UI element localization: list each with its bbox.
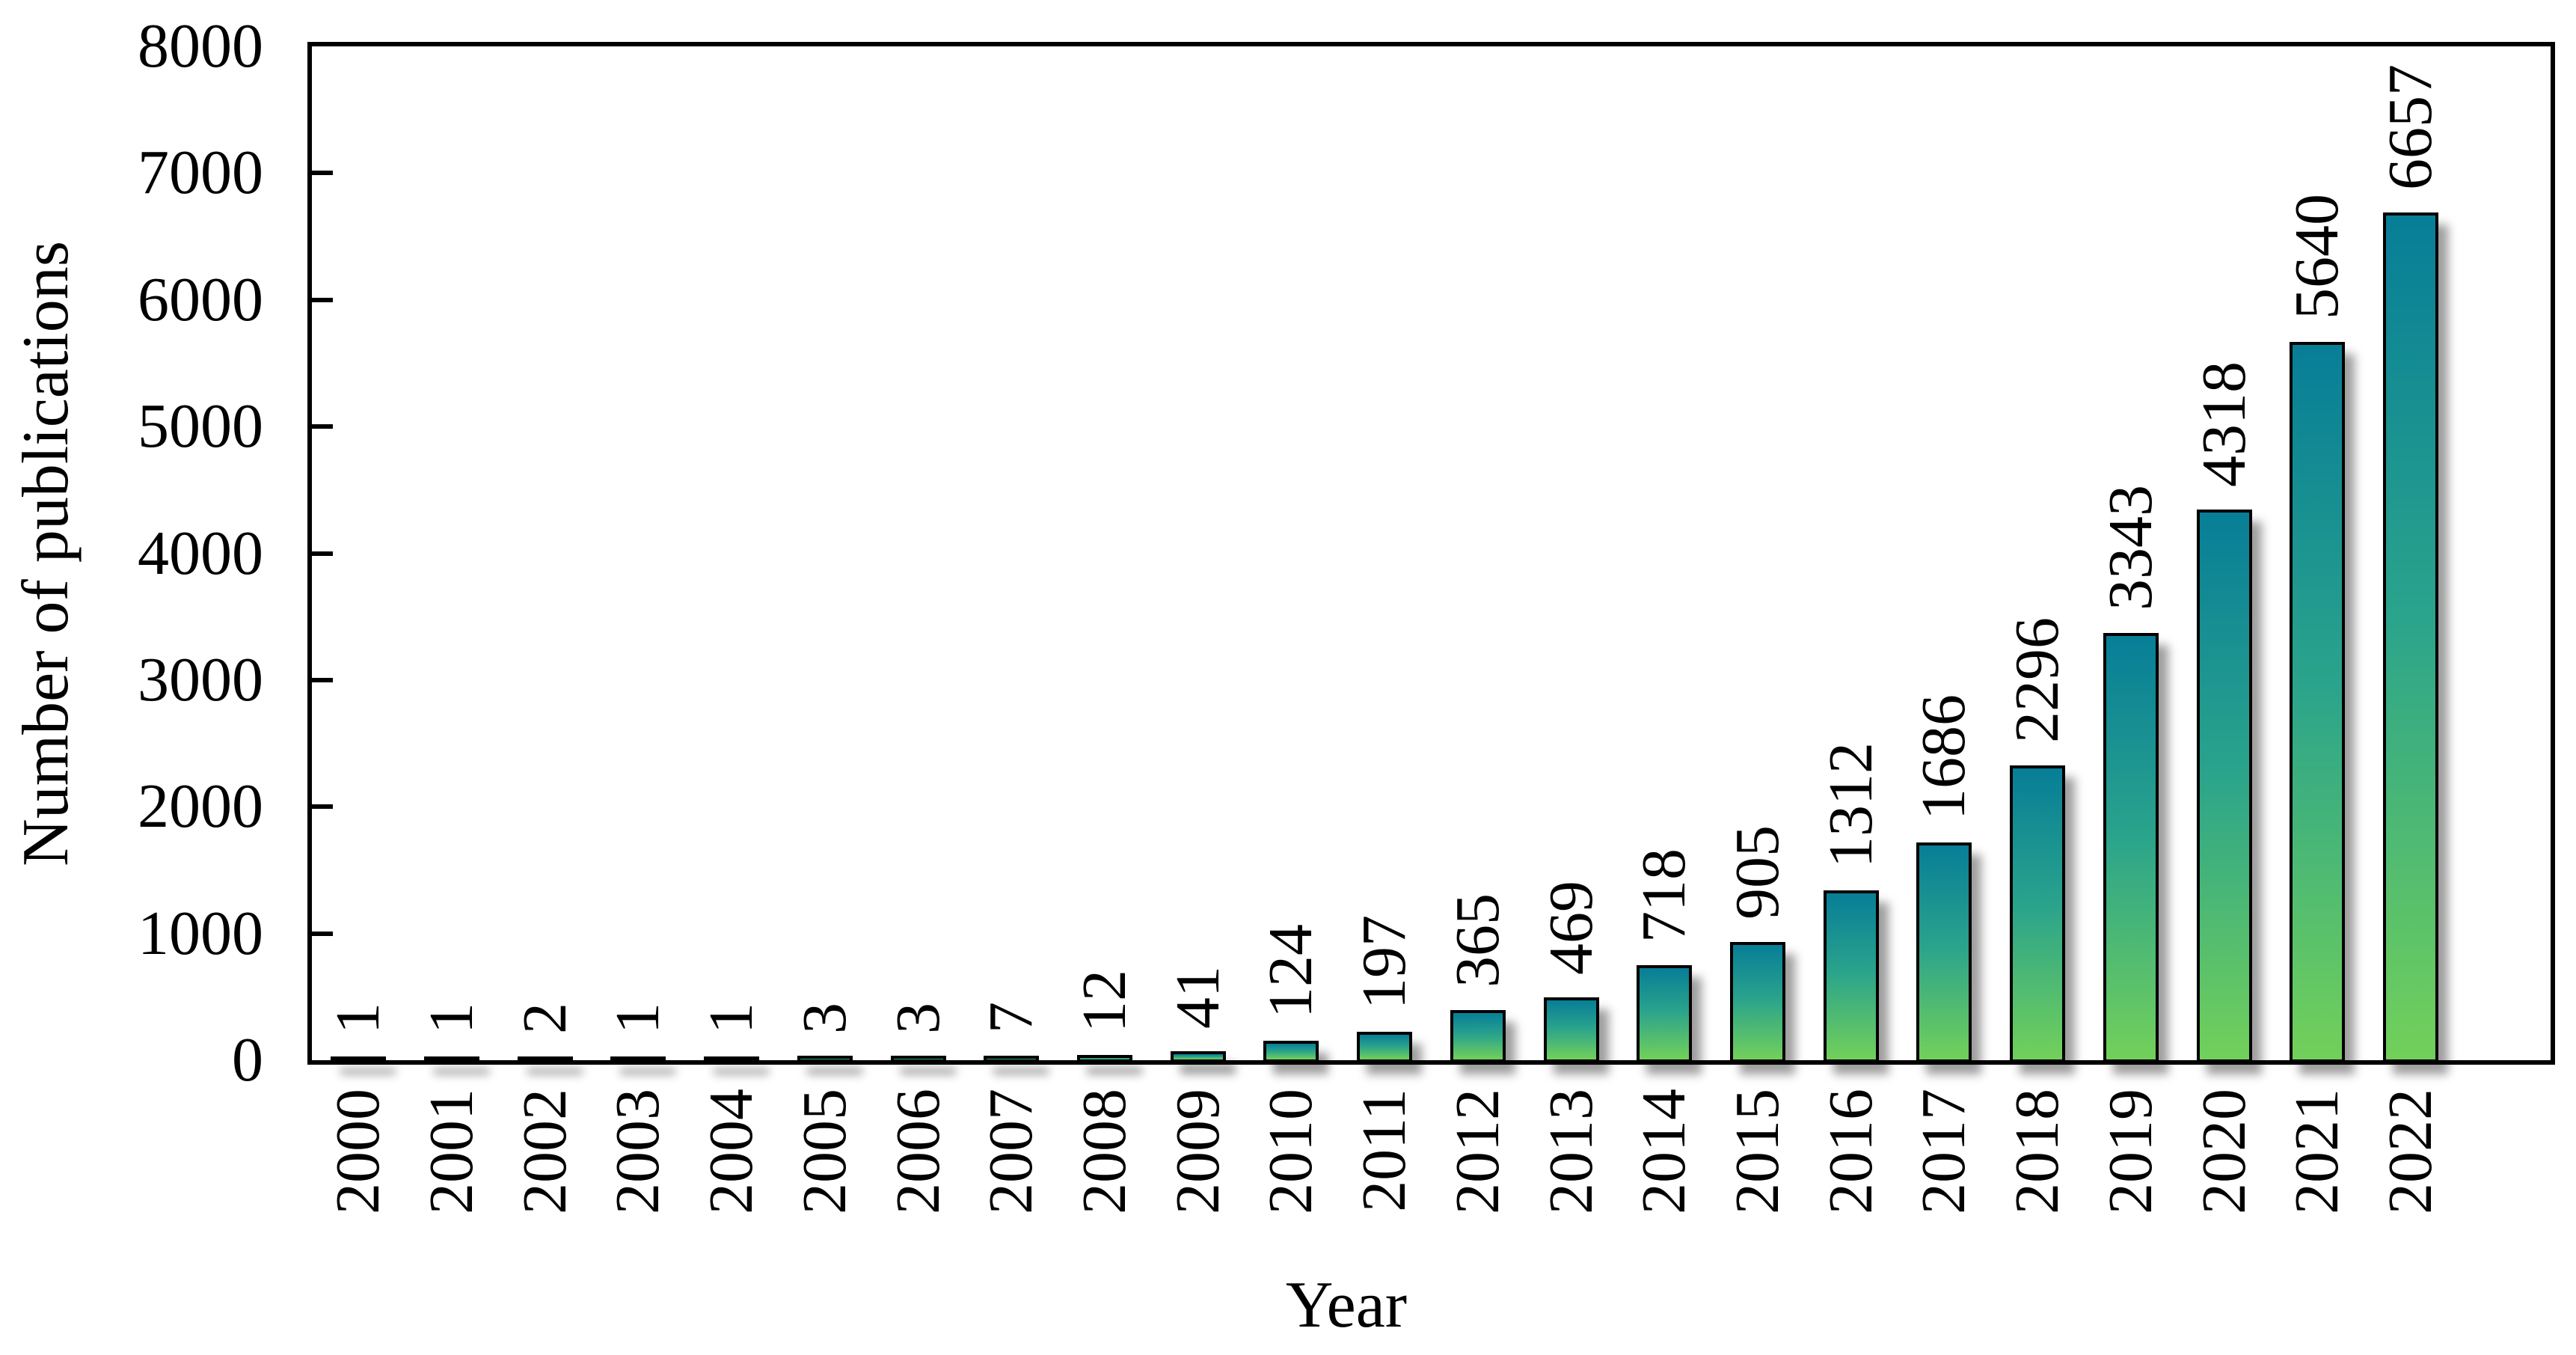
bar [1450, 1010, 1506, 1062]
bar [1729, 941, 1785, 1062]
x-category-label: 2015 [1722, 1089, 1792, 1214]
x-category-label: 2009 [1162, 1089, 1233, 1214]
bar-value-label: 2 [509, 1002, 580, 1034]
y-tick-label: 0 [232, 1025, 263, 1095]
bar-value-label: 12 [1070, 969, 1140, 1033]
y-tick-label: 6000 [138, 264, 263, 334]
x-category-label: 2019 [2095, 1089, 2165, 1214]
x-category-label: 2006 [883, 1089, 953, 1214]
x-category-label: 2011 [1349, 1089, 1420, 1212]
bar-value-label: 3 [789, 1002, 859, 1034]
y-tick-mark [312, 171, 333, 176]
bar [1637, 965, 1693, 1062]
x-category-label: 2022 [2375, 1089, 2445, 1214]
x-category-label: 2016 [1815, 1089, 1886, 1214]
bar-value-label: 1686 [1909, 694, 1979, 821]
x-category-label: 2007 [976, 1089, 1046, 1214]
bar [2382, 212, 2438, 1062]
bar-value-label: 197 [1349, 914, 1420, 1009]
bar [1823, 890, 1879, 1062]
bar-value-label: 2296 [2002, 617, 2073, 744]
x-category-label: 2014 [1629, 1089, 1699, 1214]
x-category-label: 2005 [789, 1089, 859, 1214]
x-category-label: 2021 [2282, 1089, 2352, 1214]
y-tick-mark [312, 804, 333, 810]
bar-value-label: 1 [603, 1002, 673, 1034]
bar-value-label: 41 [1162, 966, 1233, 1030]
bar [610, 1056, 666, 1062]
y-tick-label: 4000 [138, 518, 263, 588]
plot-area [307, 42, 2555, 1065]
x-axis-title: Year [1285, 1269, 1408, 1342]
bar [704, 1056, 760, 1062]
bar [2290, 341, 2346, 1062]
bar [2010, 765, 2066, 1062]
y-tick-mark [312, 931, 333, 936]
bar-value-label: 1 [696, 1002, 767, 1034]
bar-value-label: 1 [323, 1002, 393, 1034]
bar-value-label: 4318 [2189, 361, 2259, 487]
bar [1170, 1051, 1226, 1062]
y-tick-label: 3000 [138, 644, 263, 715]
bar [1357, 1031, 1413, 1062]
y-tick-mark [312, 297, 333, 302]
x-category-label: 2004 [696, 1089, 767, 1214]
x-category-label: 2002 [509, 1089, 580, 1214]
bar [424, 1056, 480, 1062]
bar-value-label: 1312 [1815, 741, 1886, 868]
bar [797, 1056, 853, 1062]
x-category-label: 2017 [1909, 1089, 1979, 1214]
bar-value-label: 365 [1442, 893, 1512, 988]
bar [2103, 632, 2159, 1062]
y-tick-label: 2000 [138, 771, 263, 842]
x-category-label: 2010 [1256, 1089, 1326, 1214]
bar [1916, 842, 1972, 1062]
bar [2196, 509, 2252, 1062]
bar-value-label: 6657 [2375, 64, 2445, 191]
y-tick-label: 1000 [138, 898, 263, 968]
bar [1263, 1040, 1319, 1062]
bar-value-label: 5640 [2282, 193, 2352, 319]
y-tick-mark [312, 677, 333, 682]
x-category-label: 2003 [603, 1089, 673, 1214]
y-tick-label: 8000 [138, 11, 263, 81]
x-category-label: 2012 [1442, 1089, 1512, 1214]
bar [984, 1055, 1040, 1062]
bar-value-label: 3 [883, 1002, 953, 1034]
y-tick-mark [312, 551, 333, 556]
bar [517, 1056, 573, 1062]
x-category-label: 2001 [417, 1089, 487, 1214]
bar-value-label: 124 [1256, 924, 1326, 1018]
bar-value-label: 3343 [2095, 484, 2165, 611]
bar [1077, 1054, 1133, 1062]
bar [1543, 997, 1599, 1062]
y-tick-label: 7000 [138, 138, 263, 208]
bar-value-label: 469 [1536, 880, 1606, 975]
bar [331, 1056, 387, 1062]
x-category-label: 2013 [1536, 1089, 1606, 1214]
x-category-label: 2018 [2002, 1089, 2073, 1214]
y-tick-mark [312, 424, 333, 429]
y-tick-label: 5000 [138, 391, 263, 462]
bar-value-label: 7 [976, 1001, 1046, 1033]
x-category-label: 2020 [2189, 1089, 2259, 1214]
x-category-label: 2008 [1070, 1089, 1140, 1214]
bar-value-label: 1 [417, 1002, 487, 1034]
bar [890, 1056, 946, 1062]
x-category-label: 2000 [323, 1089, 393, 1214]
bar-value-label: 718 [1629, 848, 1699, 943]
bar-value-label: 905 [1722, 825, 1792, 920]
